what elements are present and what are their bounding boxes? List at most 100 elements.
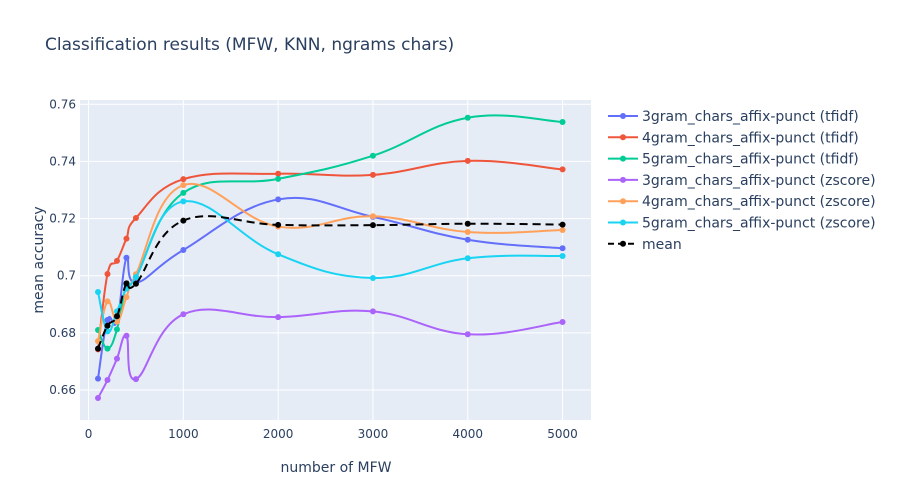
y-tick-label: 0.72 bbox=[49, 212, 76, 226]
legend-marker bbox=[620, 240, 626, 247]
x-tick-label: 3000 bbox=[358, 427, 389, 441]
y-tick-label: 0.76 bbox=[49, 97, 76, 111]
y-axis-title: mean accuracy bbox=[31, 206, 47, 313]
data-point bbox=[95, 395, 102, 401]
legend-label: 3gram_chars_affix-punct (zscore) bbox=[642, 173, 876, 189]
data-point bbox=[180, 189, 187, 196]
x-tick-label: 2000 bbox=[263, 427, 294, 441]
data-point bbox=[369, 152, 376, 159]
data-point bbox=[132, 280, 139, 287]
data-point bbox=[104, 377, 111, 383]
x-tick-label: 0 bbox=[85, 427, 93, 441]
data-point bbox=[559, 221, 566, 228]
legend-item-5gram-chars-affix-punct-tfidf[interactable]: 5gram_chars_affix-punct (tfidf) bbox=[608, 152, 859, 168]
data-point bbox=[123, 235, 130, 242]
data-point bbox=[275, 175, 282, 182]
series-line bbox=[97, 215, 563, 349]
x-tick-labels: 0 1000 2000 3000 4000 5000 bbox=[85, 427, 578, 441]
legend-item-4gram-chars-affix-punct-tfidf[interactable]: 4gram_chars_affix-punct (tfidf) bbox=[608, 130, 859, 146]
data-point bbox=[369, 213, 376, 220]
data-point bbox=[559, 119, 566, 125]
data-point bbox=[113, 257, 120, 264]
data-point bbox=[464, 114, 471, 121]
legend-label: 4gram_chars_affix-punct (zscore) bbox=[642, 194, 876, 210]
data-point bbox=[180, 182, 187, 189]
data-point bbox=[464, 220, 471, 227]
data-point bbox=[113, 313, 120, 320]
data-point bbox=[95, 289, 102, 295]
legend-item-4gram-chars-affix-punct-zscore[interactable]: 4gram_chars_affix-punct (zscore) bbox=[608, 194, 876, 210]
data-point bbox=[104, 322, 111, 329]
y-gridlines bbox=[80, 103, 591, 391]
data-point bbox=[275, 314, 282, 321]
series-4gram-chars-affix-punct-tfidf bbox=[95, 157, 566, 353]
data-point bbox=[104, 271, 111, 277]
data-point bbox=[180, 198, 187, 205]
data-point bbox=[275, 170, 282, 177]
data-point bbox=[559, 319, 566, 325]
x-tick-label: 1000 bbox=[168, 427, 199, 441]
data-point bbox=[95, 375, 102, 382]
legend-marker bbox=[620, 155, 626, 162]
data-point bbox=[123, 294, 130, 301]
plot-area bbox=[80, 100, 591, 420]
data-point bbox=[275, 251, 282, 258]
series-mean bbox=[95, 215, 566, 352]
x-tick-label: 5000 bbox=[547, 427, 578, 441]
legend-item-3gram-chars-affix-punct-zscore[interactable]: 3gram_chars_affix-punct (zscore) bbox=[608, 173, 876, 189]
legend-marker bbox=[620, 113, 626, 119]
series-layer bbox=[95, 114, 566, 401]
data-point bbox=[180, 217, 187, 224]
data-point bbox=[369, 308, 376, 315]
data-point bbox=[113, 326, 120, 333]
y-tick-label: 0.7 bbox=[57, 269, 76, 283]
data-point bbox=[113, 355, 120, 362]
y-tick-labels: 0.66 0.68 0.7 0.72 0.74 0.76 bbox=[49, 97, 76, 397]
legend-label: 3gram_chars_affix-punct (tfidf) bbox=[642, 109, 859, 125]
y-tick-label: 0.66 bbox=[49, 383, 76, 397]
data-point bbox=[113, 318, 120, 325]
legend-label: 4gram_chars_affix-punct (tfidf) bbox=[642, 130, 859, 146]
data-point bbox=[104, 345, 111, 352]
data-point bbox=[132, 376, 139, 383]
data-point bbox=[559, 227, 566, 233]
data-point bbox=[369, 222, 376, 229]
legend-marker bbox=[620, 134, 626, 141]
data-point bbox=[104, 317, 111, 323]
legend-marker bbox=[620, 219, 626, 226]
data-point bbox=[180, 247, 187, 253]
data-point bbox=[123, 280, 130, 287]
x-axis-title: number of MFW bbox=[280, 460, 391, 476]
legend-label: mean bbox=[642, 237, 682, 253]
data-point bbox=[123, 332, 130, 339]
legend-item-3gram-chars-affix-punct-tfidf[interactable]: 3gram_chars_affix-punct (tfidf) bbox=[608, 109, 859, 125]
legend-marker bbox=[620, 198, 626, 205]
data-point bbox=[95, 345, 102, 352]
x-tick-label: 4000 bbox=[452, 427, 483, 441]
data-point bbox=[132, 215, 139, 221]
data-point bbox=[559, 245, 566, 252]
data-point bbox=[275, 196, 282, 203]
data-point bbox=[464, 236, 471, 243]
series-line bbox=[97, 114, 563, 350]
legend-item-5gram-chars-affix-punct-zscore[interactable]: 5gram_chars_affix-punct (zscore) bbox=[608, 216, 876, 232]
chart-title: Classification results (MFW, KNN, ngrams… bbox=[45, 35, 454, 55]
series-3gram-chars-affix-punct-zscore bbox=[95, 308, 566, 401]
data-point bbox=[180, 176, 187, 183]
series-line bbox=[97, 159, 563, 350]
y-tick-label: 0.74 bbox=[49, 154, 76, 168]
data-point bbox=[464, 229, 471, 235]
data-point bbox=[180, 311, 187, 318]
data-point bbox=[132, 274, 139, 281]
legend-marker bbox=[620, 176, 626, 183]
legend-label: 5gram_chars_affix-punct (zscore) bbox=[642, 216, 876, 232]
data-point bbox=[123, 254, 130, 261]
legend: 3gram_chars_affix-punct (tfidf) 4gram_cha… bbox=[608, 109, 876, 253]
data-point bbox=[464, 157, 471, 164]
data-point bbox=[369, 171, 376, 178]
data-point bbox=[464, 255, 471, 262]
legend-item-mean[interactable]: mean bbox=[608, 237, 682, 253]
data-point bbox=[559, 253, 566, 259]
data-point bbox=[275, 221, 282, 228]
